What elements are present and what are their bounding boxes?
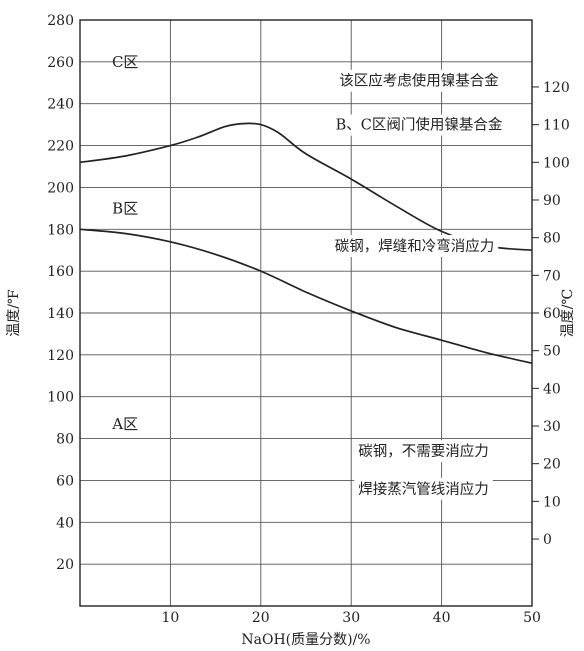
- y-right-tick-label: 120: [543, 80, 570, 96]
- series-line-2: [79, 228, 533, 365]
- y-right-tick-label: 60: [543, 306, 561, 322]
- x-axis-title: NaOH(质量分数)/%: [241, 632, 370, 648]
- y-left-tick-label: 260: [47, 55, 74, 71]
- zone-label: A区: [111, 415, 138, 433]
- annotation-background: [335, 69, 504, 92]
- y-right-tick-label: 40: [543, 381, 561, 397]
- y-right-tick-label: 0: [543, 532, 552, 548]
- y-left-tick-label: 280: [47, 13, 74, 29]
- y-left-tick-label: 60: [56, 473, 74, 489]
- y-right-tick-label: 30: [543, 419, 561, 435]
- annotation: 焊接蒸汽管线消应力: [358, 480, 489, 498]
- x-tick-label: 30: [342, 610, 360, 626]
- annotation: B、C区阀门使用镍基合金: [336, 117, 503, 134]
- series-line-1: [79, 122, 533, 252]
- x-tick-label: 20: [252, 610, 270, 626]
- y-right-tick-label: 50: [543, 344, 561, 360]
- y-left-tick-label: 220: [47, 139, 74, 155]
- x-tick-label: 10: [161, 610, 179, 626]
- y-left-tick-label: 160: [47, 264, 74, 280]
- y-left-tick-label: 120: [47, 348, 74, 364]
- y-right-tick-label: 110: [543, 118, 570, 134]
- y-right-tick-label: 80: [543, 231, 561, 247]
- y-right-tick-label: 70: [543, 268, 561, 284]
- x-tick-label: 40: [433, 610, 451, 626]
- y-left-axis-title: 温度/℉: [6, 289, 22, 337]
- y-right-tick-label: 90: [543, 193, 561, 209]
- y-right-tick-label: 20: [543, 457, 561, 473]
- y-right-tick-label: 10: [543, 494, 561, 510]
- zone-label: B区: [112, 199, 138, 217]
- annotation-background: [354, 440, 493, 463]
- y-left-tick-label: 200: [47, 180, 74, 196]
- annotation-background: [354, 477, 493, 500]
- y-right-tick-label: 100: [543, 155, 570, 171]
- y-left-tick-label: 80: [56, 432, 74, 448]
- y-left-tick-label: 100: [47, 390, 74, 406]
- y-right-axis-title: 温度/℃: [560, 289, 576, 337]
- annotation: 该区应考虑使用镍基合金: [339, 72, 499, 90]
- x-tick-label: 50: [523, 610, 541, 626]
- annotation-background: [330, 235, 499, 258]
- y-left-tick-label: 40: [56, 515, 74, 531]
- annotation: 碳钢，焊缝和冷弯消应力: [335, 237, 495, 255]
- annotation: 碳钢，不需要消应力: [358, 442, 489, 460]
- zone-label: C区: [112, 53, 138, 71]
- y-left-tick-label: 140: [47, 306, 74, 322]
- y-left-tick-label: 240: [47, 97, 74, 113]
- y-left-tick-label: 20: [56, 557, 74, 573]
- y-left-tick-label: 180: [47, 222, 74, 238]
- annotation-background: [331, 114, 507, 136]
